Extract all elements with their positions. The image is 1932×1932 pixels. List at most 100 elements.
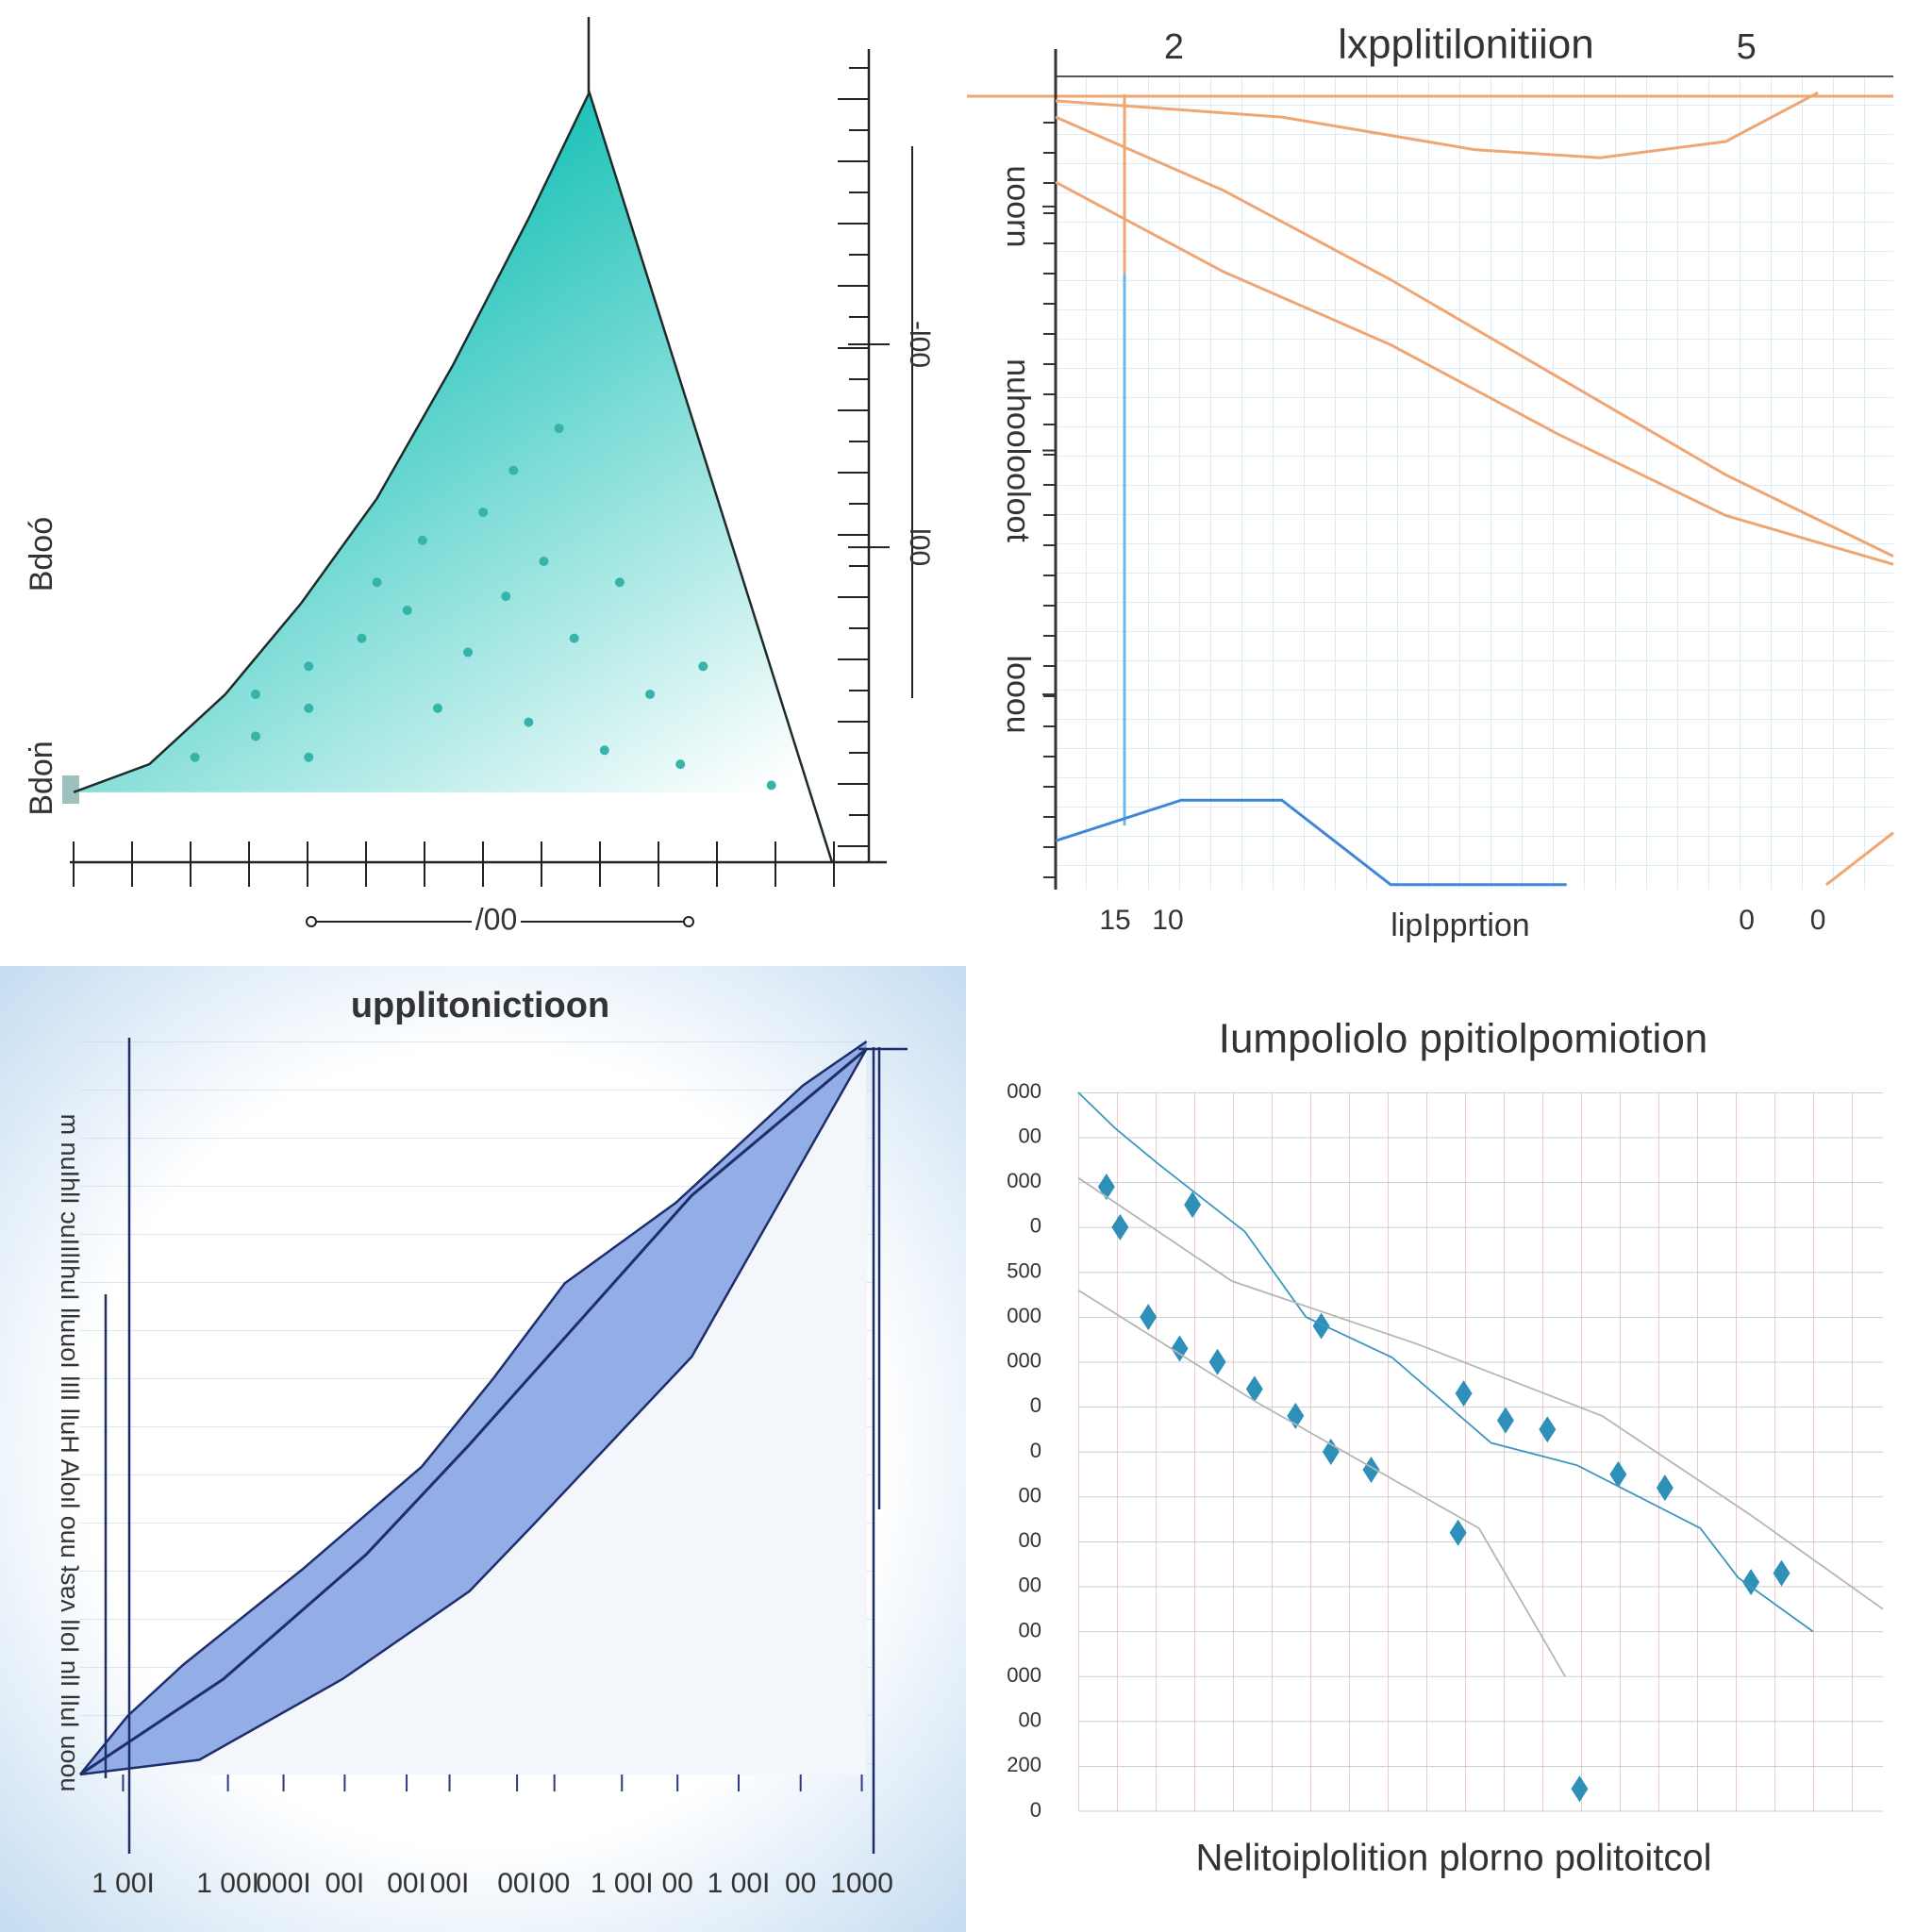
point	[1496, 1407, 1514, 1434]
line	[1077, 1091, 1814, 1633]
point	[554, 424, 564, 434]
x-tick-label: 00I	[430, 1868, 470, 1899]
y-tick-label: nuhoolooloot	[1000, 358, 1036, 542]
point	[1571, 1775, 1589, 1803]
point	[1455, 1380, 1473, 1407]
point	[402, 605, 412, 615]
y-tick-label: 00	[1019, 1574, 1041, 1597]
x-tick-label: 0	[1810, 905, 1826, 936]
y-tick-label: 00	[1019, 1483, 1041, 1507]
x-tick-label: 15	[1099, 905, 1130, 936]
point	[508, 465, 519, 475]
y-tick-label: 00	[1019, 1528, 1041, 1552]
panel-4: Iumpoliolo ppitiolpomiotion Nelitoiploli…	[1078, 1016, 1883, 1879]
point	[675, 759, 686, 770]
x-tick-label: 00I	[325, 1868, 365, 1899]
area-edge	[73, 89, 834, 863]
point	[432, 703, 442, 713]
line	[1055, 798, 1567, 887]
y-tick-label: 000	[1007, 1169, 1041, 1192]
point	[1362, 1457, 1380, 1484]
point	[304, 752, 314, 762]
point	[1111, 1213, 1129, 1241]
y-tick-label: 500	[1007, 1258, 1041, 1282]
chart-title: Iumpoliolo ppitiolpomiotion	[1219, 1016, 1708, 1062]
x-tick-label: 000I	[256, 1868, 310, 1899]
x-tick-label: 1 00I	[591, 1868, 654, 1899]
y-tick-label: 0	[1030, 1393, 1041, 1417]
x-axis-label: lipIpprtion	[1391, 908, 1529, 943]
line	[1077, 1176, 1884, 1610]
grid	[1056, 76, 1893, 890]
y-tick-label: Bdoṅ	[24, 741, 59, 815]
point	[1773, 1559, 1790, 1587]
point	[1742, 1569, 1760, 1596]
point	[1539, 1416, 1557, 1443]
x-tick-label: 1000	[830, 1868, 893, 1899]
x2-tick-label: 5	[1737, 27, 1757, 67]
point	[1171, 1335, 1189, 1362]
y-axis-label: m nuIhlI ɔuIIlIhuI lluuoI lIlI lIuH Aloı…	[56, 1114, 84, 1792]
panel-1: /00	[62, 17, 913, 936]
line	[1055, 180, 1894, 566]
point	[569, 633, 579, 643]
y-tick-label: 000	[1007, 1079, 1041, 1103]
grid	[1078, 1091, 1883, 1813]
point	[614, 577, 625, 588]
x-tick-label: 1 00I	[196, 1868, 259, 1899]
x-tick-label: 00I	[497, 1868, 537, 1899]
line	[1077, 1289, 1566, 1677]
panel-2: lxpplitilonitiion lipIpprtion	[967, 22, 1893, 943]
point	[417, 535, 427, 545]
point	[539, 557, 549, 567]
x-tick-label: 00	[785, 1868, 816, 1899]
point	[645, 689, 656, 699]
chart-title: lxpplitilonitiion	[1338, 22, 1593, 68]
x2-tick-label: 2	[1164, 27, 1184, 67]
point	[250, 689, 260, 699]
y-tick-label: 0	[1030, 1214, 1041, 1238]
x-axis-label: Nelitoiplolition plorno politoitcol	[1196, 1838, 1712, 1879]
chart-title: upplitonictioon	[351, 986, 609, 1025]
point	[524, 717, 534, 727]
area-edge	[79, 1040, 868, 1775]
y-tick-label: Bdoó	[24, 517, 59, 591]
area-edge	[79, 1048, 868, 1776]
x-tick-label: 00	[661, 1868, 692, 1899]
line	[1055, 91, 1819, 159]
point	[1140, 1304, 1158, 1331]
point	[1184, 1191, 1202, 1219]
x-tick-label: 1 00I	[708, 1868, 771, 1899]
range-end	[683, 916, 694, 927]
point	[463, 647, 474, 658]
point	[190, 752, 200, 762]
range-end	[306, 916, 317, 927]
point	[1656, 1474, 1674, 1502]
x-tick-label: 00I	[387, 1868, 426, 1899]
point	[501, 591, 511, 602]
point	[599, 745, 609, 756]
point	[304, 661, 314, 672]
y-tick-label: 0	[1030, 1439, 1041, 1462]
y-tick-label: 000	[1007, 1663, 1041, 1687]
line	[1055, 115, 1894, 558]
y-tick-label: 000	[1007, 1304, 1041, 1327]
point	[1312, 1312, 1330, 1340]
point	[1208, 1348, 1226, 1375]
point	[1449, 1519, 1467, 1546]
y-tick-label: 00	[1019, 1708, 1041, 1732]
point	[304, 703, 314, 713]
y2-tick-label: -l00	[904, 321, 935, 368]
area	[74, 92, 832, 862]
line	[79, 1047, 868, 1776]
point	[372, 577, 382, 588]
point	[1245, 1375, 1263, 1403]
y-tick-label: 0	[1030, 1798, 1041, 1822]
y-tick-label: 000	[1007, 1349, 1041, 1373]
point	[250, 731, 260, 741]
y-tick-label: looou	[1000, 656, 1036, 734]
x-tick-label: 1 00I	[92, 1868, 155, 1899]
